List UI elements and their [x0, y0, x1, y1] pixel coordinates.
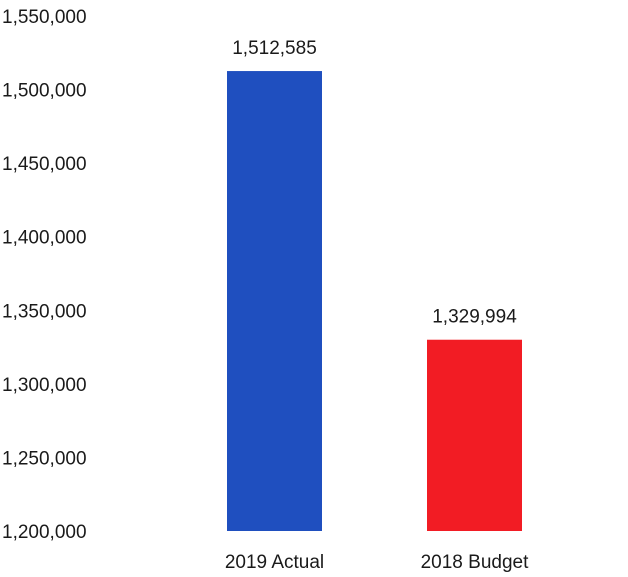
- bar-2018-budget: [427, 339, 522, 531]
- data-label: 1,512,585: [232, 38, 317, 59]
- y-tick-label: 1,300,000: [2, 375, 87, 396]
- y-tick-label: 1,500,000: [2, 81, 87, 102]
- y-tick-label: 1,200,000: [2, 522, 87, 543]
- y-tick-label: 1,250,000: [2, 448, 87, 469]
- data-labels: 1,512,585 1,329,994: [232, 38, 517, 328]
- y-tick-label: 1,450,000: [2, 154, 87, 175]
- bar-2019-actual: [227, 71, 322, 531]
- y-axis: 1,200,000 1,250,000 1,300,000 1,350,000 1,40…: [2, 7, 87, 543]
- y-tick-label: 1,400,000: [2, 228, 87, 249]
- bars: [227, 71, 522, 531]
- data-label: 1,329,994: [432, 307, 517, 328]
- y-tick-label: 1,550,000: [2, 7, 87, 28]
- y-tick-label: 1,350,000: [2, 301, 87, 322]
- x-category-label: 2019 Actual: [225, 552, 324, 573]
- x-category-label: 2018 Budget: [421, 552, 529, 573]
- x-axis: 2019 Actual 2018 Budget: [225, 552, 529, 573]
